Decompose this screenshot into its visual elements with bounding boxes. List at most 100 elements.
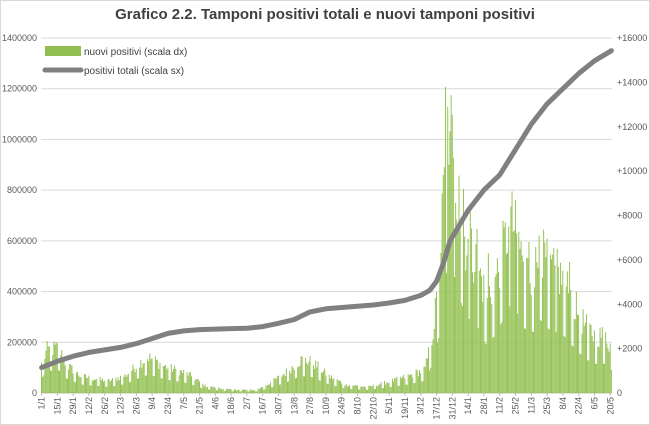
bar-new-positives [534,287,536,393]
bar-new-positives [513,230,515,393]
bar-new-positives [109,381,111,393]
bar-new-positives [542,277,543,393]
bar-new-positives [379,384,381,393]
bar-new-positives [388,383,390,393]
bar-new-positives [564,337,566,393]
bar-new-positives [578,315,580,393]
bar-new-positives [240,391,242,393]
bar-new-positives [206,386,208,393]
bar-new-positives [189,371,191,393]
bar-new-positives [491,304,493,393]
bar-new-positives [474,272,476,393]
bar-new-positives [298,366,300,393]
bar-new-positives [514,199,516,393]
bar-new-positives [82,384,84,393]
bar-new-positives [369,385,371,393]
bar-new-positives [151,358,153,393]
bar-new-positives [179,370,181,393]
bar-new-positives [308,361,310,393]
bar-new-positives [449,131,451,393]
bar-new-positives [226,388,228,393]
bar-new-positives [580,354,582,393]
bar-new-positives [248,391,250,393]
x-tick-label: 14/1 [463,397,473,415]
bar-new-positives [107,378,109,393]
bar-new-positives [429,370,431,393]
bar-new-positives [62,361,64,393]
bar-new-positives [268,384,270,393]
x-tick-label: 10/9 [321,397,331,415]
bar-new-positives [512,231,514,393]
bar-new-positives [338,380,340,393]
bar-new-positives [500,324,502,393]
bar-new-positives [223,390,225,393]
y-right-tick-label: +4000 [617,299,642,309]
bar-new-positives [220,388,222,393]
bar-new-positives [47,346,49,393]
bar-new-positives [61,350,63,393]
bar-new-positives [391,378,393,393]
x-tick-label: 28/1 [479,397,489,415]
bar-new-positives [356,385,358,393]
x-tick-label: 4/6 [210,397,220,410]
bar-new-positives [600,337,602,393]
bar-new-positives [43,375,45,393]
bar-new-positives [557,266,559,393]
y-right-tick-label: +6000 [617,255,642,265]
bar-new-positives [244,389,246,393]
bar-new-positives [394,377,396,393]
bar-new-positives [154,356,156,393]
x-tick-label: 29/1 [68,397,78,415]
bar-new-positives [171,371,173,393]
bar-new-positives [77,371,79,393]
bar-new-positives [439,276,441,393]
bar-new-positives [422,381,424,393]
bar-new-positives [324,368,326,393]
bar-new-positives [108,379,110,393]
bar-new-positives [531,331,533,393]
bar-new-positives [452,157,454,393]
bar-new-positives [158,368,160,393]
bar-new-positives [421,381,423,393]
bar-new-positives [57,369,59,393]
bar-new-positives [413,383,415,393]
bar-new-positives [196,379,198,393]
bar-new-positives [368,385,370,393]
bar-new-positives [582,309,584,393]
bar-new-positives [567,293,569,393]
bar-new-positives [92,380,94,393]
bar-new-positives [218,387,220,393]
bar-new-positives [149,353,151,393]
bar-new-positives [592,341,594,393]
x-tick-label: 21/5 [195,397,205,415]
bar-new-positives [370,386,372,393]
bar-new-positives [212,387,214,393]
bar-new-positives [237,390,239,393]
bar-new-positives [556,248,558,393]
bar-new-positives [408,375,410,393]
bar-new-positives [119,375,121,393]
bar-new-positives [162,366,164,393]
y-right-tick-label: +16000 [617,33,647,43]
bar-new-positives [336,378,338,393]
bar-new-positives [502,220,504,393]
bar-new-positives [78,375,80,393]
bar-new-positives [83,374,85,393]
bar-new-positives [239,391,241,393]
bar-new-positives [44,358,46,393]
bar-new-positives [69,364,71,393]
bar-new-positives [528,242,530,393]
bar-new-positives [495,273,497,393]
bar-new-positives [591,336,593,393]
bar-new-positives [386,382,388,393]
x-tick-label: 8/10 [353,397,363,415]
bar-new-positives [265,385,267,393]
bar-new-positives [349,385,351,393]
bar-new-positives [395,378,397,393]
bar-new-positives [319,380,321,393]
bar-new-positives [100,379,102,393]
bar-new-positives [214,388,216,393]
bar-new-positives [387,382,389,393]
bar-new-positives [115,377,117,393]
